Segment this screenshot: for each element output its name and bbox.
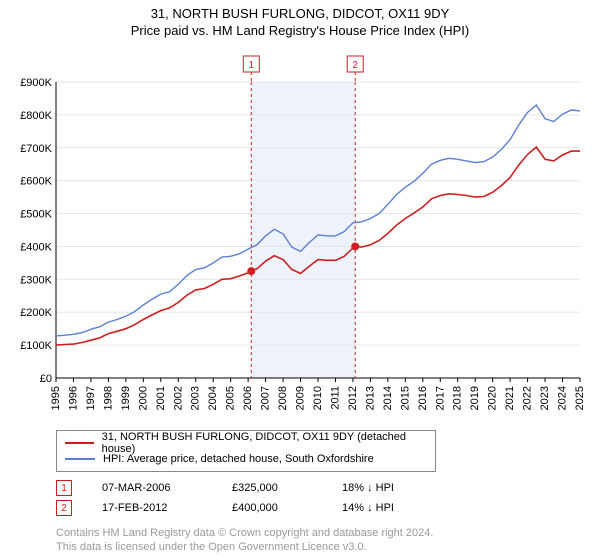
svg-text:2024: 2024 bbox=[557, 386, 569, 410]
title-address: 31, NORTH BUSH FURLONG, DIDCOT, OX11 9DY bbox=[0, 6, 600, 21]
footer-line: Contains HM Land Registry data © Crown c… bbox=[56, 526, 590, 540]
svg-text:£300K: £300K bbox=[20, 274, 52, 286]
sale-row: 2 17-FEB-2012 £400,000 14% ↓ HPI bbox=[56, 498, 590, 518]
legend-swatch bbox=[65, 442, 94, 444]
svg-text:£600K: £600K bbox=[20, 176, 52, 188]
legend-swatch bbox=[65, 458, 95, 460]
price-chart: £0 £100K £200K £300K £400K £500K £600K £700K £80… bbox=[10, 42, 590, 424]
footer-line: This data is licensed under the Open Gov… bbox=[56, 540, 590, 554]
svg-text:2: 2 bbox=[352, 60, 358, 71]
sale-badge: 1 bbox=[56, 480, 72, 496]
svg-text:2018: 2018 bbox=[452, 386, 464, 410]
svg-text:2019: 2019 bbox=[469, 386, 481, 410]
svg-text:£700K: £700K bbox=[20, 143, 52, 155]
sale-vs-hpi: 14% ↓ HPI bbox=[342, 502, 394, 514]
svg-text:2000: 2000 bbox=[137, 386, 149, 410]
svg-text:2011: 2011 bbox=[329, 386, 341, 410]
svg-text:2004: 2004 bbox=[207, 386, 219, 410]
svg-text:2005: 2005 bbox=[225, 386, 237, 410]
svg-text:1999: 1999 bbox=[120, 386, 132, 410]
svg-text:1: 1 bbox=[248, 60, 254, 71]
svg-text:2023: 2023 bbox=[539, 386, 551, 410]
legend-label: HPI: Average price, detached house, Sout… bbox=[103, 453, 374, 465]
svg-text:£100K: £100K bbox=[20, 340, 52, 352]
legend-item-property: 31, NORTH BUSH FURLONG, DIDCOT, OX11 9DY… bbox=[65, 435, 427, 451]
svg-text:£800K: £800K bbox=[20, 110, 52, 122]
sale-date: 07-MAR-2006 bbox=[102, 482, 202, 494]
svg-text:2008: 2008 bbox=[277, 386, 289, 410]
svg-text:2003: 2003 bbox=[190, 386, 202, 410]
sale-row: 1 07-MAR-2006 £325,000 18% ↓ HPI bbox=[56, 478, 590, 498]
legend-item-hpi: HPI: Average price, detached house, Sout… bbox=[65, 451, 427, 467]
legend-label: 31, NORTH BUSH FURLONG, DIDCOT, OX11 9DY… bbox=[102, 431, 427, 455]
sale-price: £325,000 bbox=[232, 482, 312, 494]
attribution-footer: Contains HM Land Registry data © Crown c… bbox=[56, 526, 590, 555]
svg-text:2006: 2006 bbox=[242, 386, 254, 410]
sale-badge: 2 bbox=[56, 500, 72, 516]
svg-text:2010: 2010 bbox=[312, 386, 324, 410]
svg-text:£200K: £200K bbox=[20, 307, 52, 319]
svg-text:2002: 2002 bbox=[172, 386, 184, 410]
svg-text:2013: 2013 bbox=[364, 386, 376, 410]
svg-text:2009: 2009 bbox=[295, 386, 307, 410]
svg-text:2022: 2022 bbox=[522, 386, 534, 410]
chart-titles: 31, NORTH BUSH FURLONG, DIDCOT, OX11 9DY… bbox=[0, 0, 600, 38]
svg-text:1997: 1997 bbox=[85, 386, 97, 410]
sale-vs-hpi: 18% ↓ HPI bbox=[342, 482, 394, 494]
svg-text:£900K: £900K bbox=[20, 77, 52, 89]
svg-text:2001: 2001 bbox=[155, 386, 167, 410]
svg-text:1996: 1996 bbox=[67, 386, 79, 410]
sale-date: 17-FEB-2012 bbox=[102, 502, 202, 514]
svg-text:1998: 1998 bbox=[102, 386, 114, 410]
sale-price: £400,000 bbox=[232, 502, 312, 514]
svg-text:2014: 2014 bbox=[382, 386, 394, 410]
chart-container: £0 £100K £200K £300K £400K £500K £600K £700K £80… bbox=[10, 42, 590, 424]
legend: 31, NORTH BUSH FURLONG, DIDCOT, OX11 9DY… bbox=[56, 430, 436, 472]
svg-text:2015: 2015 bbox=[399, 386, 411, 410]
svg-text:2016: 2016 bbox=[417, 386, 429, 410]
svg-text:2021: 2021 bbox=[504, 386, 516, 410]
sales-list: 1 07-MAR-2006 £325,000 18% ↓ HPI 2 17-FE… bbox=[56, 478, 590, 518]
svg-text:2017: 2017 bbox=[434, 386, 446, 410]
svg-text:£400K: £400K bbox=[20, 241, 52, 253]
title-subtitle: Price paid vs. HM Land Registry's House … bbox=[0, 23, 600, 38]
svg-text:2012: 2012 bbox=[347, 386, 359, 410]
svg-text:2020: 2020 bbox=[487, 386, 499, 410]
svg-text:£0: £0 bbox=[40, 373, 52, 385]
svg-text:2007: 2007 bbox=[260, 386, 272, 410]
svg-text:£500K: £500K bbox=[20, 209, 52, 221]
svg-text:1995: 1995 bbox=[50, 386, 62, 410]
svg-text:2025: 2025 bbox=[574, 386, 586, 410]
